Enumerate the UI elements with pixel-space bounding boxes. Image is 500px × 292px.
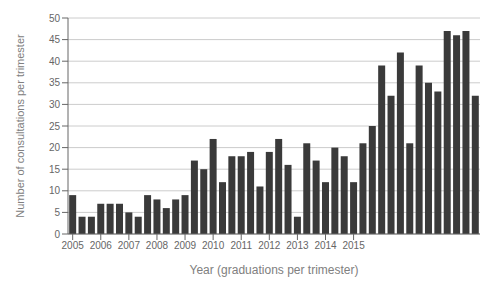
- svg-text:35: 35: [49, 77, 61, 88]
- svg-text:2008: 2008: [146, 240, 169, 251]
- svg-text:25: 25: [49, 121, 61, 132]
- svg-text:2012: 2012: [258, 240, 281, 251]
- svg-text:2009: 2009: [174, 240, 197, 251]
- svg-text:5: 5: [54, 207, 60, 218]
- svg-text:2006: 2006: [90, 240, 113, 251]
- svg-text:2010: 2010: [202, 240, 225, 251]
- svg-text:2013: 2013: [286, 240, 309, 251]
- svg-text:2015: 2015: [342, 240, 365, 251]
- svg-text:2005: 2005: [62, 240, 85, 251]
- svg-text:15: 15: [49, 164, 61, 175]
- svg-text:10: 10: [49, 185, 61, 196]
- svg-text:40: 40: [49, 56, 61, 67]
- svg-text:2007: 2007: [118, 240, 141, 251]
- svg-text:2011: 2011: [230, 240, 252, 251]
- svg-text:0: 0: [54, 229, 60, 240]
- svg-text:Number of consultations per tr: Number of consultations per trimester: [14, 34, 26, 218]
- svg-text:2014: 2014: [314, 240, 337, 251]
- svg-text:50: 50: [49, 13, 61, 24]
- svg-text:45: 45: [49, 34, 61, 45]
- svg-text:20: 20: [49, 142, 61, 153]
- svg-text:30: 30: [49, 99, 61, 110]
- svg-text:Year (graduations per trimeste: Year (graduations per trimester): [190, 263, 359, 277]
